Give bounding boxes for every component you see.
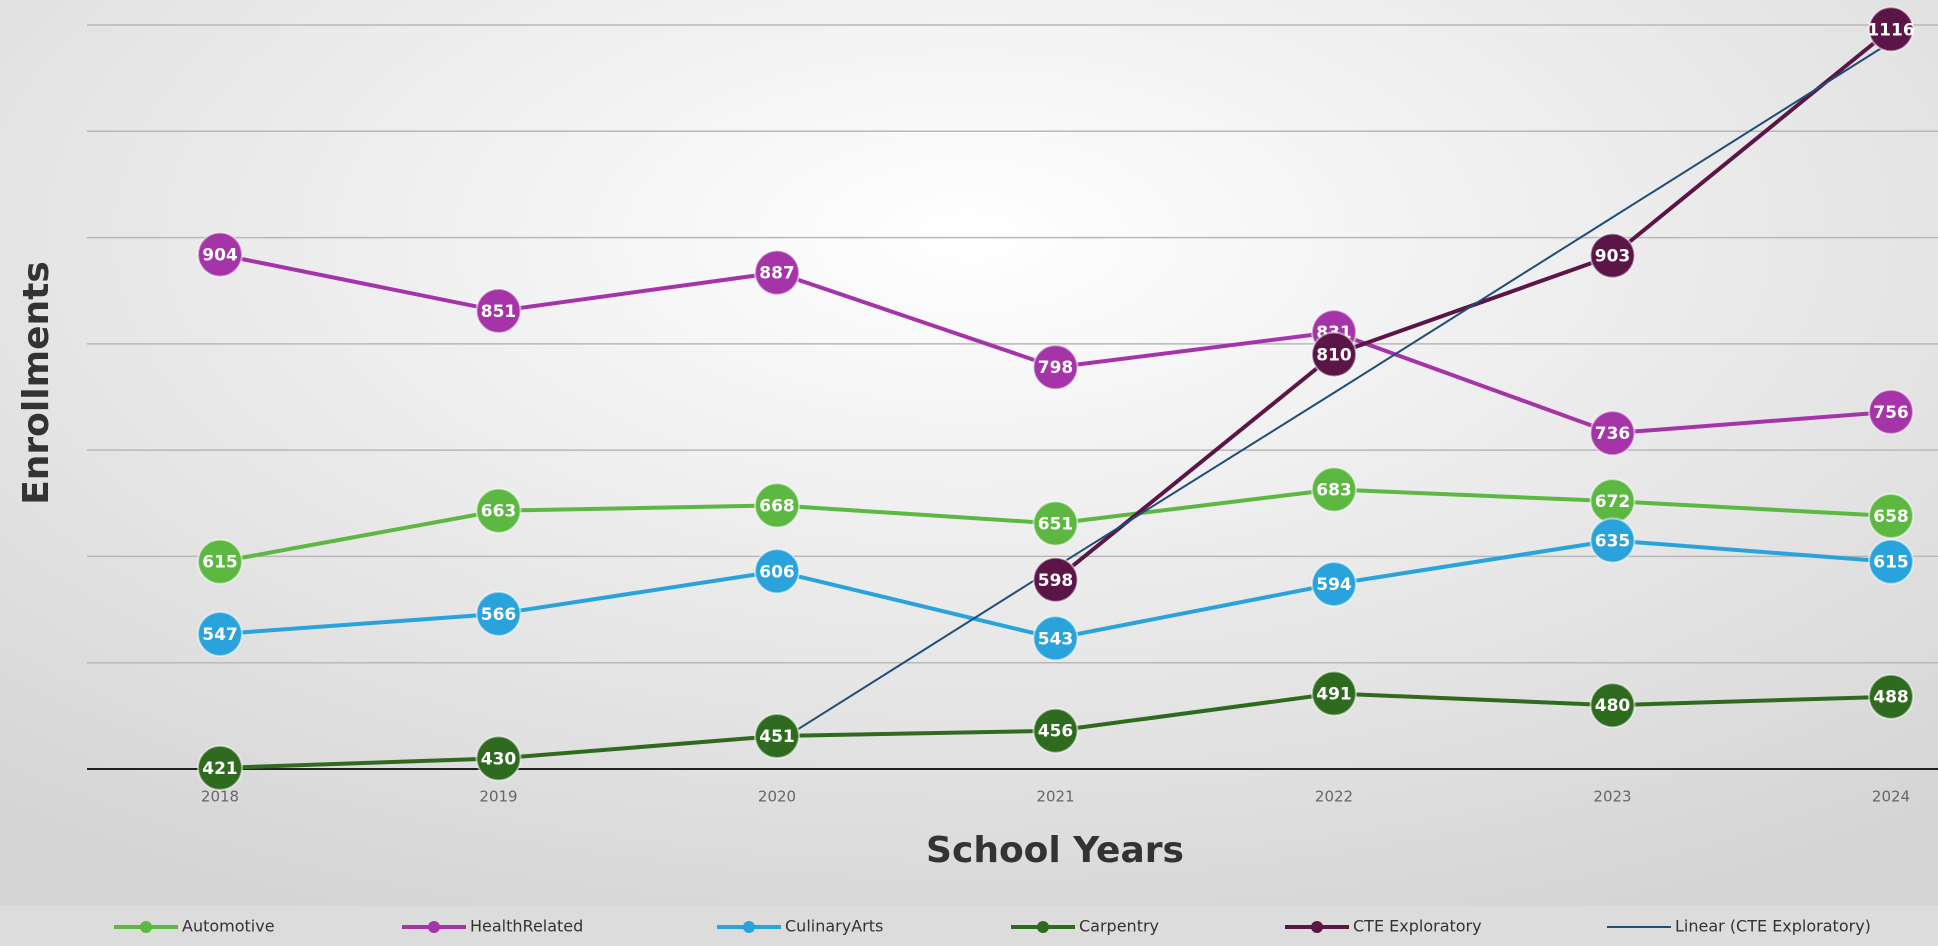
marker (197, 611, 243, 658)
data-label: 668 (759, 496, 795, 516)
marker (1311, 561, 1357, 608)
marker (1032, 556, 1079, 603)
marker (475, 287, 522, 334)
marker (754, 482, 800, 529)
marker (1311, 670, 1357, 717)
data-label: 430 (481, 749, 517, 769)
data-label: 851 (481, 302, 517, 322)
legend-label: Automotive (182, 917, 275, 936)
marker (1311, 331, 1357, 378)
marker (1868, 673, 1914, 720)
data-label: 615 (1873, 553, 1909, 573)
data-label: 736 (1595, 424, 1631, 444)
data-label: 421 (202, 759, 238, 779)
data-label: 904 (202, 246, 238, 266)
data-label: 480 (1595, 696, 1631, 716)
x-tick-label: 2021 (1036, 788, 1074, 806)
marker (754, 713, 800, 760)
y-axis-title: Enrollments (16, 261, 57, 505)
data-label: 635 (1595, 531, 1631, 551)
data-label: 663 (481, 502, 517, 522)
legend-marker (1037, 921, 1049, 933)
legend-marker (743, 921, 755, 933)
data-label: 903 (1595, 247, 1631, 267)
marker (1311, 466, 1357, 513)
legend-marker (140, 921, 152, 933)
data-label: 451 (759, 727, 795, 747)
data-label: 543 (1038, 629, 1074, 649)
data-label: 598 (1038, 571, 1074, 591)
legend-label: HealthRelated (470, 917, 583, 936)
marker (1589, 517, 1636, 564)
legend-label: Linear (CTE Exploratory) (1675, 917, 1871, 936)
data-label: 488 (1873, 688, 1909, 708)
x-tick-label: 2022 (1315, 788, 1353, 806)
legend-marker (1311, 921, 1323, 933)
data-label: 1116 (1867, 20, 1914, 40)
marker (197, 538, 243, 585)
marker (754, 249, 800, 296)
x-tick-label: 2020 (758, 788, 796, 806)
marker (475, 487, 522, 534)
x-tick-label: 2024 (1872, 788, 1910, 806)
marker (1868, 388, 1914, 435)
x-tick-label: 2023 (1593, 788, 1631, 806)
marker (1589, 410, 1636, 457)
data-label: 606 (759, 562, 795, 582)
marker (475, 735, 522, 782)
marker (1589, 232, 1636, 279)
legend-label: CTE Exploratory (1353, 917, 1482, 936)
trend-line (776, 41, 1892, 744)
marker (475, 590, 522, 637)
marker (1868, 6, 1914, 53)
data-label: 456 (1038, 722, 1074, 742)
data-label: 491 (1316, 685, 1352, 705)
data-label: 810 (1316, 345, 1352, 365)
data-label: 547 (202, 625, 238, 645)
marker (1868, 493, 1914, 540)
data-label: 798 (1038, 358, 1074, 378)
data-label: 594 (1316, 575, 1352, 595)
marker (1589, 682, 1636, 729)
legend-label: Carpentry (1079, 917, 1159, 936)
data-label: 887 (759, 264, 795, 284)
marker (197, 231, 243, 278)
data-label: 756 (1873, 403, 1909, 423)
marker (1032, 707, 1079, 754)
data-label: 658 (1873, 507, 1909, 527)
data-label: 615 (202, 553, 238, 573)
data-label: 651 (1038, 514, 1074, 534)
x-axis-title: School Years (926, 830, 1184, 871)
marker (1032, 615, 1079, 662)
legend-label: CulinaryArts (785, 917, 883, 936)
data-label: 672 (1595, 492, 1631, 512)
data-label: 683 (1316, 480, 1352, 500)
x-tick-label: 2018 (201, 788, 239, 806)
data-label: 566 (481, 605, 517, 625)
x-tick-label: 2019 (479, 788, 517, 806)
marker (1868, 538, 1914, 585)
marker (754, 548, 800, 595)
legend-marker (428, 921, 440, 933)
marker (1032, 500, 1079, 547)
marker (1032, 344, 1079, 391)
marker (197, 744, 243, 791)
